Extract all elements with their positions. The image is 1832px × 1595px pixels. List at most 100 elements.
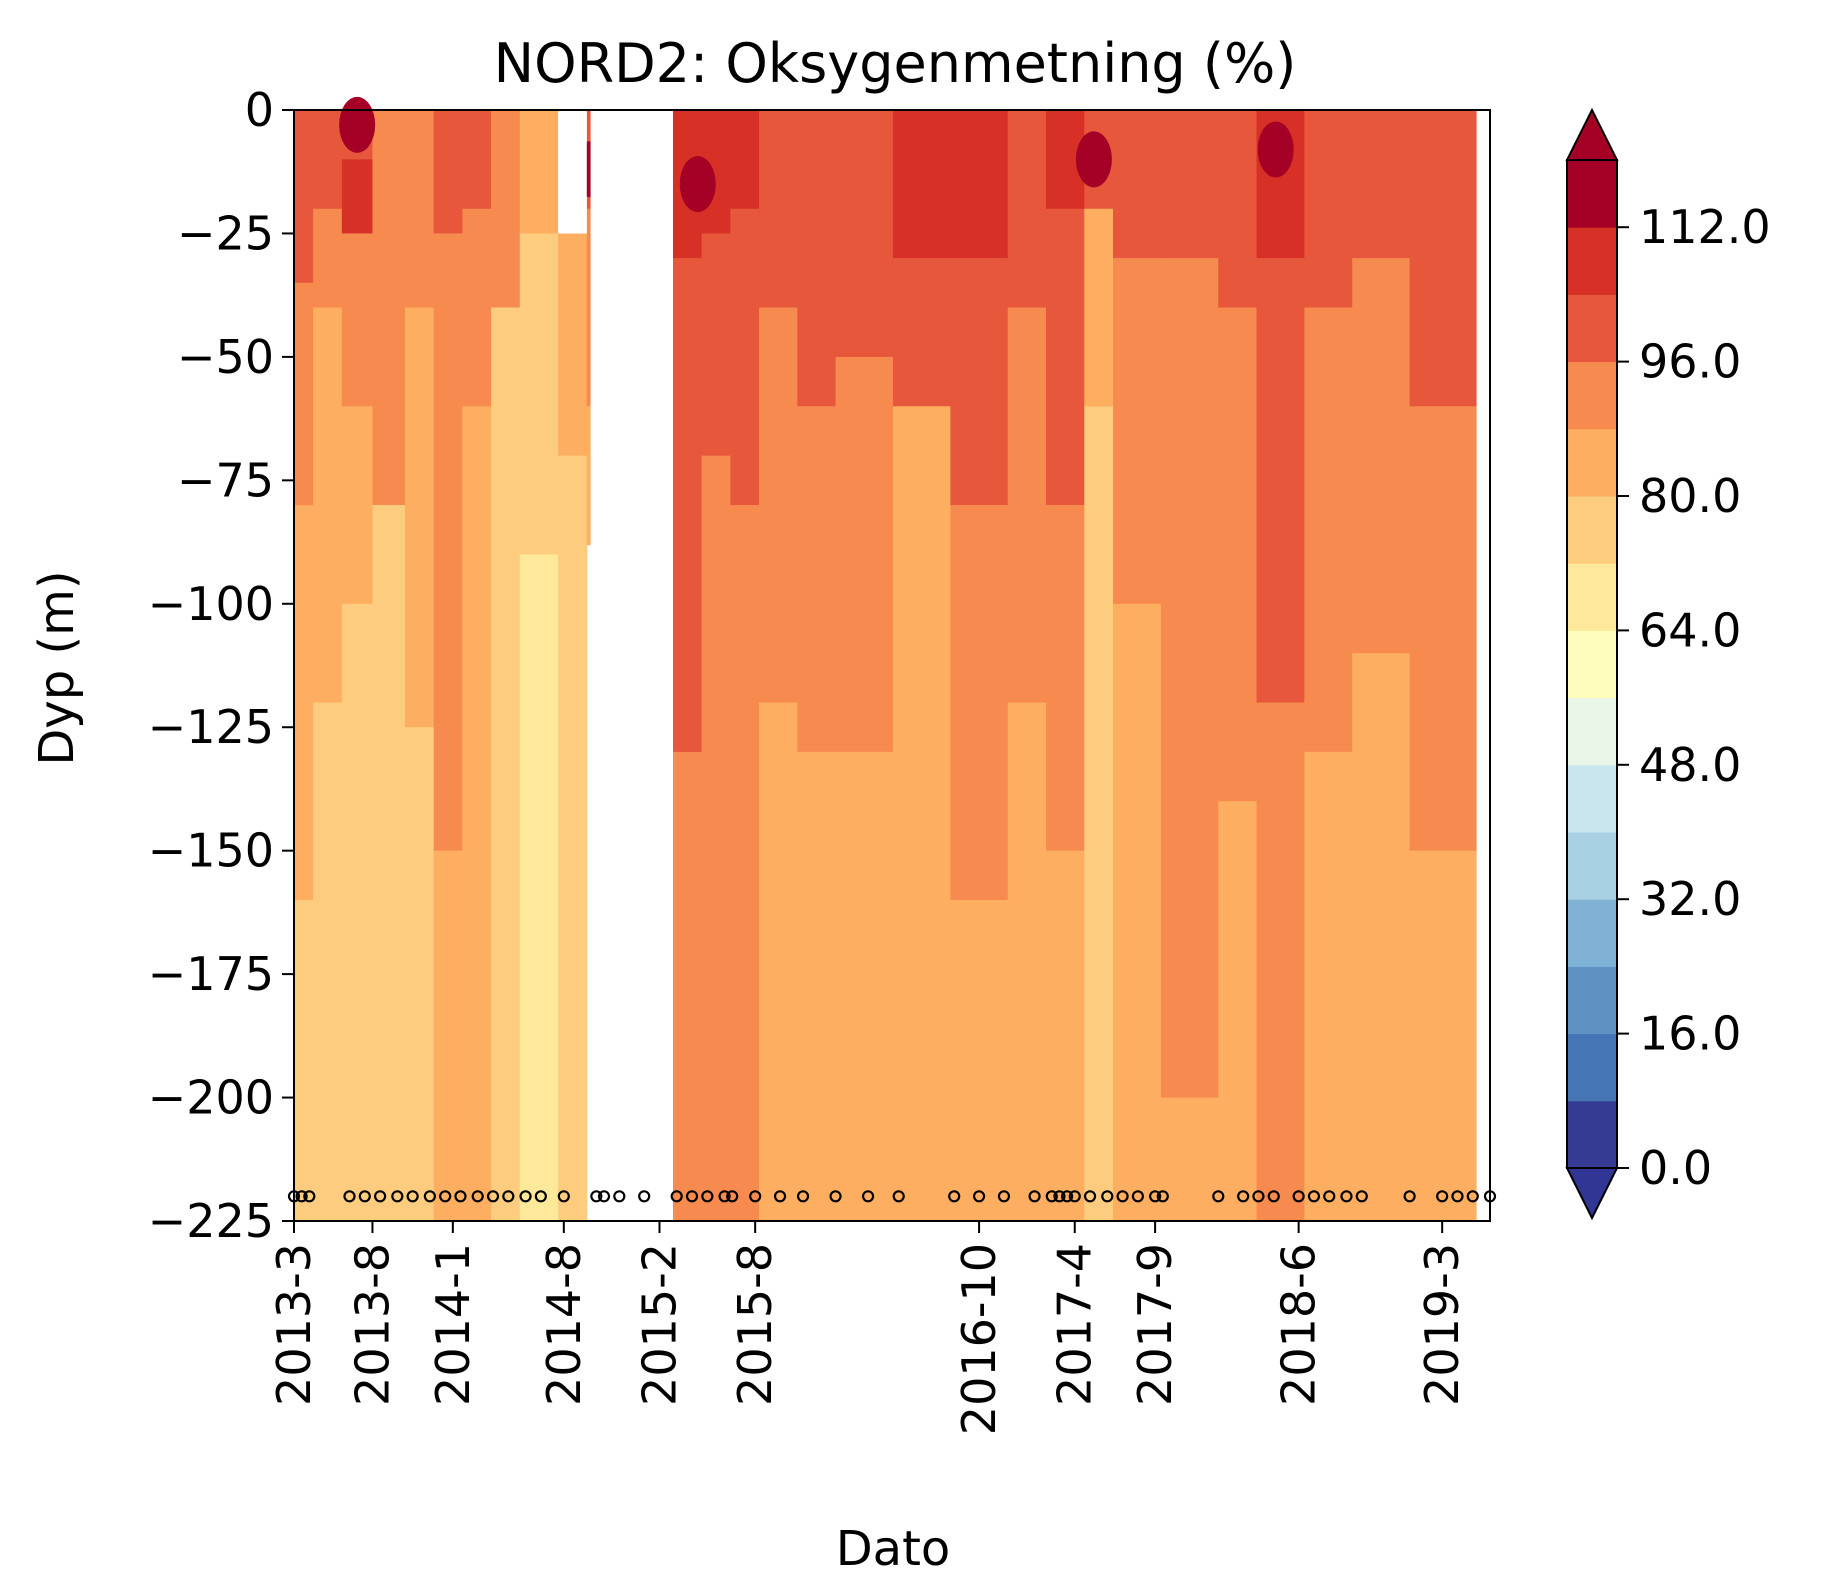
colorbar-tick-label: 80.0 <box>1639 469 1741 523</box>
sample-marker <box>1060 1190 1074 1203</box>
sample-marker <box>726 1190 739 1203</box>
colorbar-tick-label: 112.0 <box>1639 200 1771 254</box>
y-tick-label: −200 <box>148 1071 274 1125</box>
sample-marker <box>1212 1190 1225 1203</box>
contour-band <box>892 110 951 259</box>
contour-band <box>835 110 894 358</box>
contour-band <box>1218 110 1258 309</box>
contour-band <box>433 233 463 852</box>
y-axis-label: Dyp (m) <box>29 570 85 765</box>
contour-band <box>701 233 731 457</box>
contour-band <box>672 751 703 1222</box>
contour-band <box>797 110 837 407</box>
contour-band <box>1046 505 1085 852</box>
colorbar-segment <box>1567 630 1617 699</box>
colorbar-extend-min <box>1565 1167 1619 1221</box>
colorbar-segment <box>1567 966 1617 1035</box>
contour-band <box>294 134 314 284</box>
contour-band <box>519 110 559 235</box>
contour-peak <box>339 96 376 153</box>
contour-band <box>835 751 894 1222</box>
contour-band <box>1304 110 1353 309</box>
contour-band <box>558 233 588 457</box>
contour-peak <box>1257 121 1294 178</box>
sample-marker <box>1403 1190 1416 1203</box>
sample-marker <box>295 1190 308 1203</box>
sample-marker <box>773 1190 787 1203</box>
sample-marker <box>701 1190 714 1203</box>
y-tick-label: −125 <box>148 700 274 754</box>
contour-band <box>341 603 374 1222</box>
contour-band <box>1084 406 1114 1222</box>
sample-marker <box>718 1190 731 1203</box>
colorbar-tick-label: 64.0 <box>1639 603 1741 657</box>
sample-marker <box>1307 1190 1321 1203</box>
sample-marker <box>1101 1190 1114 1203</box>
contour-band <box>1409 850 1478 1222</box>
contour-band <box>586 406 592 546</box>
contour-band <box>1113 110 1162 259</box>
contour-peak <box>679 156 716 213</box>
contour-band <box>950 110 1009 259</box>
contour-band <box>759 110 798 309</box>
contour-band <box>1160 1097 1219 1222</box>
sample-marker <box>534 1190 547 1203</box>
contour-band <box>313 307 343 704</box>
contour-band <box>313 208 343 309</box>
contour-band <box>294 282 314 506</box>
contour-band <box>1007 702 1047 1222</box>
y-tick-label: −225 <box>148 1194 274 1248</box>
contour-band <box>759 702 798 1222</box>
sample-marker <box>1436 1190 1449 1203</box>
contour-band <box>404 727 435 1222</box>
sample-marker <box>861 1190 875 1203</box>
sample-marker <box>1237 1190 1250 1203</box>
sample-marker <box>1323 1190 1336 1203</box>
sample-marker <box>439 1190 452 1203</box>
contour-band <box>1409 110 1478 407</box>
sample-marker <box>1028 1190 1041 1203</box>
contour-band <box>730 208 760 506</box>
contour-band <box>1352 653 1411 1222</box>
sample-marker <box>1149 1190 1162 1203</box>
colorbar-segment <box>1567 361 1617 430</box>
sample-marker <box>1156 1190 1169 1203</box>
contour-band <box>404 307 435 728</box>
contour-band <box>1113 603 1162 1222</box>
colorbar-segment <box>1567 428 1617 497</box>
y-tick-label: −100 <box>148 577 274 631</box>
sample-marker <box>948 1190 961 1203</box>
contour-band <box>950 505 1009 901</box>
contour-band <box>672 258 703 753</box>
plot-frame <box>293 109 1491 1222</box>
contour-band <box>1084 208 1114 407</box>
contour-band <box>294 900 314 1222</box>
sample-marker <box>1131 1190 1144 1203</box>
contour-band <box>797 406 837 753</box>
contour-band <box>1304 751 1353 1222</box>
y-tick-label: 0 <box>245 83 274 137</box>
contour-band <box>294 505 314 901</box>
sample-marker <box>406 1190 419 1203</box>
contour-band <box>313 110 343 210</box>
data-gap <box>590 110 626 1221</box>
colorbar-segment <box>1567 496 1617 564</box>
sample-marker <box>670 1190 683 1203</box>
plot-area <box>287 96 1497 1222</box>
colorbar-tick-label: 96.0 <box>1639 335 1741 389</box>
sample-marker <box>557 1190 570 1203</box>
sample-marker <box>1045 1190 1058 1203</box>
contour-band <box>1218 801 1258 1222</box>
colorbar-segment <box>1567 563 1617 631</box>
colorbar: 0.0 16.0 32.0 48.0 64.0 80.0 96.0 112.0 <box>1565 107 1771 1221</box>
contour-band <box>1160 110 1219 259</box>
colorbar-segment <box>1567 899 1617 967</box>
contour-band <box>491 307 521 1222</box>
sample-marker <box>597 1190 611 1203</box>
contour-band <box>462 110 492 210</box>
data-gap <box>625 110 673 1221</box>
sample-marker <box>590 1190 603 1203</box>
contour-band <box>558 455 588 1222</box>
contour-band <box>372 258 406 506</box>
